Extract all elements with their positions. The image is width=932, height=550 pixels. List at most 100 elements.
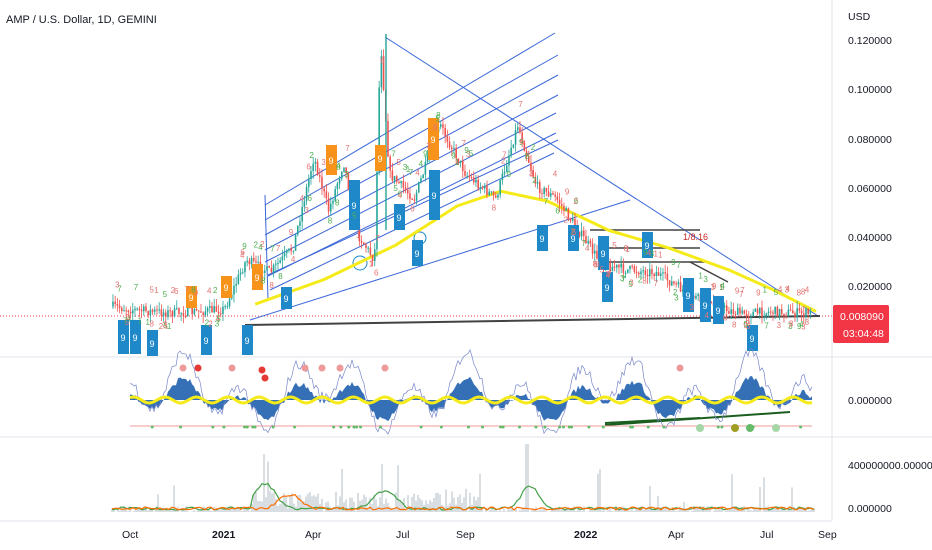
time-label: 2021 [212, 529, 236, 541]
candle-body [391, 170, 394, 181]
oscillator-tick-dot [534, 425, 538, 429]
td-marker [747, 325, 758, 351]
candle-body [552, 193, 554, 195]
candle-body [325, 191, 328, 199]
candle-body [675, 283, 677, 285]
candle-body [380, 56, 383, 88]
trend-line [264, 74, 559, 236]
td-count: 4 [606, 270, 611, 279]
candle-body [538, 182, 541, 194]
td-count: 3 [710, 283, 715, 292]
td-marker [428, 118, 439, 160]
td-count: 4 [291, 255, 296, 264]
td-count: 8 [336, 163, 341, 172]
candle-body [250, 257, 253, 265]
td-marker [602, 272, 613, 302]
td-count: 5 [612, 241, 617, 250]
candle-body [802, 313, 805, 317]
chart-title: AMP / U.S. Dollar, 1D, GEMINI [6, 14, 157, 26]
candle-body [635, 271, 638, 273]
oscillator-tick-dot [799, 425, 803, 429]
td-marker [537, 225, 548, 251]
candle-body [332, 200, 334, 204]
td-count: 3 [620, 274, 625, 283]
candle-body [578, 232, 581, 237]
td-count: 8 [595, 260, 600, 269]
td-count: 3 [344, 170, 349, 179]
price-axis[interactable]: 0.120000 0.100000 0.080000 0.060000 0.04… [848, 35, 892, 293]
candle-body [292, 250, 295, 252]
td-count: 1 [145, 318, 150, 327]
oscillator-signal-dot [301, 364, 309, 372]
td-count: 2 [570, 228, 575, 237]
td-count: 3 [650, 250, 655, 259]
td-count: 8 [261, 276, 266, 285]
candle-body [794, 313, 796, 317]
candle-body [255, 260, 257, 263]
candle-body [164, 312, 167, 317]
candle-body [662, 272, 664, 274]
candle-body [615, 264, 618, 268]
td-count: 2 [254, 241, 259, 250]
candle-body [653, 274, 655, 277]
td-count: 4 [336, 162, 341, 171]
td-count: 1 [654, 250, 659, 259]
td-count: 7 [185, 285, 190, 294]
td-count: 3 [215, 319, 220, 328]
candle-body [114, 301, 116, 305]
td-count: 9 [507, 170, 512, 179]
candle-body [470, 177, 473, 179]
td-count: 3 [529, 169, 534, 178]
trend-line [689, 261, 729, 283]
time-label: Sep [456, 529, 475, 541]
candle-body [629, 265, 631, 270]
candle-body [204, 311, 207, 316]
td-count: 8 [436, 111, 441, 120]
td-count: 7 [607, 271, 612, 280]
candle-body [659, 273, 662, 276]
td-count: 5 [352, 212, 357, 221]
candle-body [670, 281, 673, 286]
td-count: 2 [309, 151, 314, 160]
td-marker-label: 9 [540, 234, 545, 244]
candle-body [666, 273, 669, 281]
candle-body [644, 270, 647, 275]
candle-body [620, 263, 622, 268]
candle-body [461, 160, 464, 172]
oscillator-yellow-line [129, 395, 813, 405]
candle-body [272, 264, 275, 272]
td-count: 8 [797, 289, 802, 298]
candle-body [547, 191, 550, 197]
td-count: 9 [194, 288, 199, 297]
td-count: 8 [642, 276, 647, 285]
candle-body [756, 308, 759, 314]
td-count: 4 [647, 248, 652, 257]
time-axis[interactable]: Oct 2021 Apr Jul Sep 2022 Apr Jul Sep [0, 520, 837, 541]
td-marker [147, 330, 158, 356]
candle-body [288, 248, 290, 251]
td-count: 4 [778, 285, 783, 294]
candle-body [589, 240, 592, 244]
td-count: 6 [240, 248, 245, 257]
td-marker-label: 9 [255, 273, 260, 283]
oscillator-tick-dot [179, 425, 183, 429]
candle-body [626, 269, 629, 273]
td-count: 4 [216, 315, 221, 324]
candle-body [158, 309, 160, 311]
candle-body [732, 309, 735, 314]
candle-body [127, 310, 130, 312]
trend-line [244, 315, 821, 326]
candle-body [778, 309, 781, 317]
candle-body [224, 306, 226, 308]
candle-body [677, 282, 680, 285]
candle-body [420, 178, 422, 183]
candle-body [138, 308, 141, 310]
td-count: 2 [564, 216, 569, 225]
td-count: 3 [403, 163, 408, 172]
candle-body [499, 180, 501, 195]
candle-body [369, 247, 372, 255]
td-count: 7 [375, 234, 380, 243]
td-marker-label: 9 [378, 154, 383, 164]
candle-body [752, 311, 754, 317]
last-price-tag[interactable]: 0.008090 03:04:48 [833, 305, 889, 343]
